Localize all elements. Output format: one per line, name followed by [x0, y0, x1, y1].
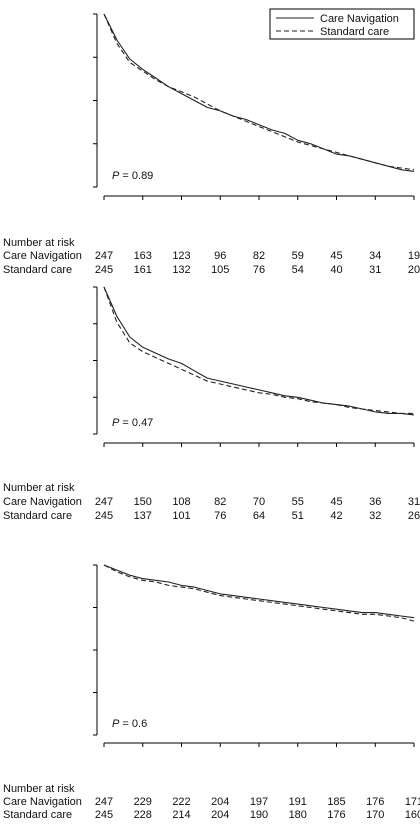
p-value-annotation: P = 0.47 — [112, 417, 153, 429]
risk-count: 40 — [330, 264, 342, 276]
risk-table-header: Number at risk — [3, 783, 75, 795]
risk-count: 245 — [95, 510, 113, 522]
risk-count: 45 — [330, 250, 342, 262]
risk-count: 34 — [369, 250, 381, 262]
care-navigation-curve — [103, 564, 415, 619]
risk-count: 132 — [172, 264, 190, 276]
risk-count: 137 — [134, 510, 152, 522]
risk-count: 204 — [211, 796, 229, 808]
risk-count: 247 — [95, 496, 113, 508]
risk-count: 19 — [408, 250, 420, 262]
risk-count: 108 — [172, 496, 190, 508]
p-symbol: P — [112, 417, 120, 429]
risk-count: 214 — [172, 809, 190, 819]
risk-count: 42 — [330, 510, 342, 522]
risk-count: 101 — [172, 510, 190, 522]
risk-count: 31 — [369, 264, 381, 276]
standard-care-curve — [103, 564, 415, 622]
risk-count: 45 — [330, 496, 342, 508]
risk-count: 32 — [369, 510, 381, 522]
risk-row-label: Standard care — [3, 510, 72, 522]
risk-count: 161 — [134, 264, 152, 276]
risk-row-label: Care Navigation — [3, 496, 82, 508]
risk-count: 36 — [369, 496, 381, 508]
risk-count: 180 — [289, 809, 307, 819]
risk-count: 55 — [292, 496, 304, 508]
p-value-annotation: P = 0.89 — [112, 170, 153, 182]
risk-count: 20 — [408, 264, 420, 276]
risk-row-label: Standard care — [3, 809, 72, 819]
risk-count: 59 — [292, 250, 304, 262]
legend-label: Standard care — [320, 26, 389, 38]
risk-count: 96 — [214, 250, 226, 262]
risk-count: 190 — [250, 809, 268, 819]
risk-count: 51 — [292, 510, 304, 522]
p-value: 0.6 — [132, 718, 147, 730]
standard-care-curve — [103, 13, 415, 171]
risk-row-label: Care Navigation — [3, 796, 82, 808]
risk-count: 222 — [172, 796, 190, 808]
risk-count: 170 — [366, 809, 384, 819]
risk-count: 176 — [327, 809, 345, 819]
risk-count: 245 — [95, 809, 113, 819]
p-equals: = — [119, 417, 132, 429]
risk-count: 64 — [253, 510, 265, 522]
risk-count: 229 — [134, 796, 152, 808]
risk-count: 176 — [366, 796, 384, 808]
risk-count: 26 — [408, 510, 420, 522]
risk-count: 247 — [95, 796, 113, 808]
risk-count: 123 — [172, 250, 190, 262]
risk-count: 105 — [211, 264, 229, 276]
p-value: 0.89 — [132, 170, 153, 182]
risk-count: 70 — [253, 496, 265, 508]
risk-count: 171 — [405, 796, 420, 808]
risk-count: 82 — [214, 496, 226, 508]
risk-count: 204 — [211, 809, 229, 819]
p-symbol: P — [112, 170, 120, 182]
p-symbol: P — [112, 718, 120, 730]
p-value-annotation: P = 0.6 — [112, 718, 147, 730]
risk-count: 245 — [95, 264, 113, 276]
risk-count: 150 — [134, 496, 152, 508]
risk-count: 228 — [134, 809, 152, 819]
legend-box — [269, 8, 415, 40]
risk-table-header: Number at risk — [3, 237, 75, 249]
p-equals: = — [119, 170, 132, 182]
risk-count: 197 — [250, 796, 268, 808]
care-navigation-curve — [103, 286, 415, 416]
risk-count: 82 — [253, 250, 265, 262]
risk-table-header: Number at risk — [3, 482, 75, 494]
risk-count: 160 — [405, 809, 420, 819]
risk-count: 247 — [95, 250, 113, 262]
p-equals: = — [119, 718, 132, 730]
risk-count: 185 — [327, 796, 345, 808]
risk-row-label: Standard care — [3, 264, 72, 276]
risk-count: 31 — [408, 496, 420, 508]
risk-row-label: Care Navigation — [3, 250, 82, 262]
standard-care-curve — [103, 286, 414, 414]
risk-count: 76 — [214, 510, 226, 522]
p-value: 0.47 — [132, 417, 153, 429]
risk-count: 54 — [292, 264, 304, 276]
risk-count: 191 — [289, 796, 307, 808]
risk-count: 163 — [134, 250, 152, 262]
risk-count: 76 — [253, 264, 265, 276]
legend-label: Care Navigation — [320, 13, 399, 25]
